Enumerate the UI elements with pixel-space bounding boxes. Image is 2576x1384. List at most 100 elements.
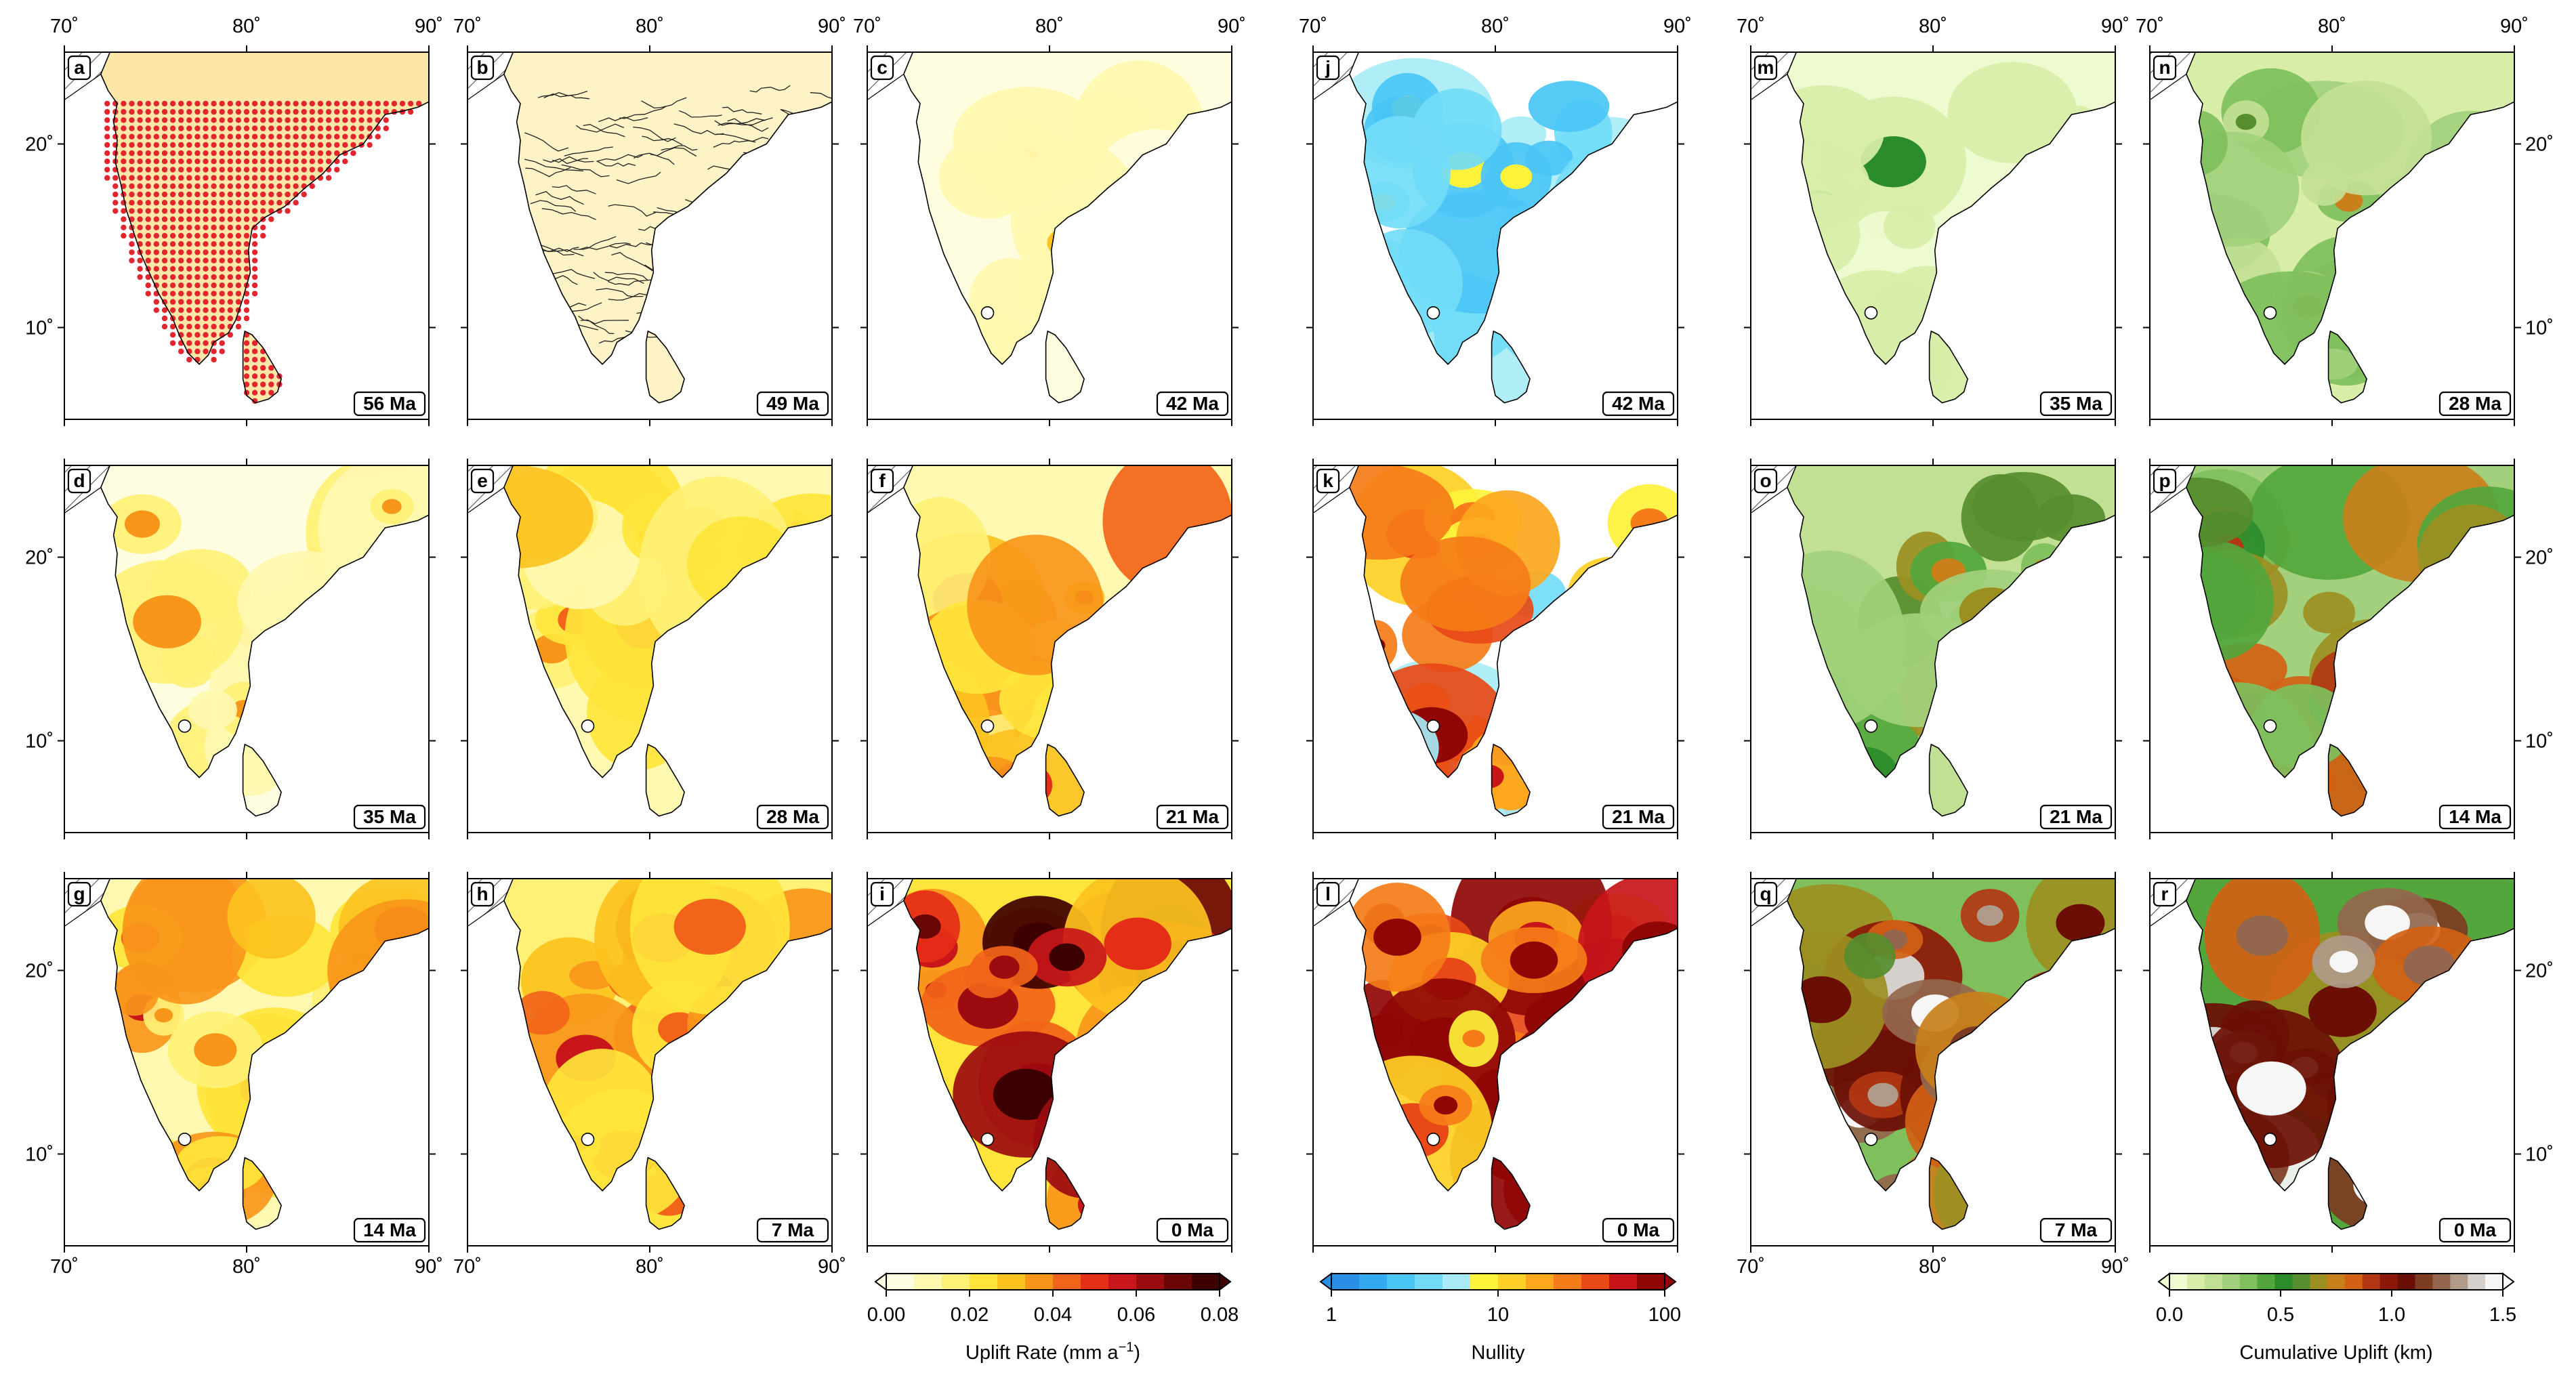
lon-tick-label: 90˚ bbox=[818, 16, 846, 37]
lon-tick-label: 70˚ bbox=[453, 16, 482, 37]
panel-letter-box bbox=[870, 468, 894, 494]
colorbar-swatch bbox=[942, 1274, 970, 1290]
lat-tick-label: 10˚ bbox=[25, 1144, 54, 1166]
coastline-sri-lanka bbox=[1045, 743, 1085, 817]
lon-tick-label: 80˚ bbox=[1919, 16, 1947, 37]
colorbar-swatch bbox=[2257, 1274, 2275, 1290]
colorbar-swatch bbox=[1442, 1274, 1471, 1290]
site-marker bbox=[1864, 1133, 1878, 1146]
lon-tick-label: 70˚ bbox=[1737, 1256, 1765, 1278]
colorbar-max-arrow bbox=[1664, 1272, 1677, 1291]
panel-letter: q bbox=[1760, 883, 1771, 904]
age-label-box bbox=[2438, 804, 2512, 830]
age-label-box bbox=[353, 804, 426, 830]
age-label-box bbox=[353, 1217, 426, 1243]
panel-letter-box bbox=[470, 468, 495, 494]
colorbar-swatch bbox=[1331, 1274, 1360, 1290]
age-label: 56 Ma bbox=[363, 393, 416, 414]
site-marker bbox=[1426, 1133, 1440, 1146]
panel-letter: p bbox=[2159, 470, 2170, 491]
lat-tick-label: 10˚ bbox=[2525, 731, 2554, 753]
panel-letter: f bbox=[879, 470, 886, 491]
lon-tick-label: 90˚ bbox=[415, 16, 443, 37]
panel-letter: c bbox=[877, 57, 888, 78]
panel-letter-box bbox=[1316, 468, 1340, 494]
colorbar-swatch bbox=[1415, 1274, 1443, 1290]
site-marker bbox=[1426, 306, 1440, 320]
coastline-sri-lanka bbox=[2327, 1156, 2367, 1230]
coastline-sri-lanka bbox=[2327, 330, 2367, 404]
lon-tick-label: 80˚ bbox=[232, 16, 261, 37]
coastline-sri-lanka bbox=[1045, 330, 1085, 404]
lon-tick-label: 80˚ bbox=[1481, 16, 1510, 37]
panel-letter: j bbox=[1325, 57, 1331, 78]
axis-labels: 70˚ 80˚ 90˚ 70˚ 80˚ 90˚ 70˚ 80˚ 90˚ 70˚ 80˚ 90˚ 70˚ 8… bbox=[25, 16, 2554, 1278]
age-label-box bbox=[1156, 804, 1229, 830]
age-label-box bbox=[756, 391, 829, 417]
map-panel-b: b 49 Ma bbox=[461, 45, 839, 426]
colorbar-swatch bbox=[2186, 1274, 2205, 1290]
colorbar-tick-label: 0.0 bbox=[2156, 1304, 2183, 1326]
panel-letter-box bbox=[67, 468, 91, 494]
panel-letter-box bbox=[1316, 55, 1340, 81]
lon-tick-label: 90˚ bbox=[1218, 16, 1246, 37]
colorbar-swatch bbox=[1053, 1274, 1081, 1290]
lat-tick-label: 10˚ bbox=[2525, 318, 2554, 339]
colorbar-swatch bbox=[1081, 1274, 1109, 1290]
lat-tick-label: 20˚ bbox=[25, 134, 54, 156]
age-label: 35 Ma bbox=[363, 806, 416, 827]
age-label: 42 Ma bbox=[1166, 393, 1219, 414]
panel-letter: b bbox=[476, 57, 488, 78]
panel-letter: n bbox=[2159, 57, 2170, 78]
colorbar-tick-label: 0.00 bbox=[867, 1304, 905, 1326]
map-panel-e: e 28 Ma bbox=[461, 459, 839, 839]
map-panel-o: o 21 Ma bbox=[1744, 459, 2122, 839]
lon-tick-label: 80˚ bbox=[636, 16, 664, 37]
map-panel-c: c 42 Ma bbox=[860, 45, 1239, 426]
site-marker bbox=[980, 1133, 995, 1146]
site-marker bbox=[178, 719, 192, 733]
colorbar-swatch bbox=[2397, 1274, 2416, 1290]
age-label-box bbox=[1156, 391, 1229, 417]
age-label: 14 Ma bbox=[2449, 806, 2501, 827]
colorbar-title: Uplift Rate (mm a−1) bbox=[965, 1340, 1140, 1364]
colorbar-min-arrow bbox=[874, 1272, 887, 1291]
map-panel-r: r 0 Ma bbox=[2143, 872, 2521, 1253]
age-label-box bbox=[2438, 1217, 2512, 1243]
colorbar-swatch bbox=[1470, 1274, 1499, 1290]
panel-letter-box bbox=[2153, 55, 2177, 81]
colorbar-swatch bbox=[1609, 1274, 1638, 1290]
lon-tick-label: 90˚ bbox=[818, 1256, 846, 1278]
colorbar-title: Cumulative Uplift (km) bbox=[2239, 1342, 2432, 1364]
panel-letter: a bbox=[74, 57, 85, 78]
colorbar-min-arrow bbox=[1319, 1272, 1332, 1291]
site-marker bbox=[2263, 306, 2277, 320]
lon-tick-label: 80˚ bbox=[636, 1256, 664, 1278]
coastline-sri-lanka bbox=[1928, 743, 1968, 817]
colorbar-swatch bbox=[1136, 1274, 1165, 1290]
colorbar-swatch bbox=[2432, 1274, 2451, 1290]
lon-tick-label: 90˚ bbox=[2101, 1256, 2130, 1278]
map-panel-k: k 21 Ma bbox=[1306, 459, 1684, 839]
age-label-box bbox=[1602, 1217, 1675, 1243]
colorbar-swatch bbox=[2292, 1274, 2310, 1290]
colorbar-swatch bbox=[2344, 1274, 2363, 1290]
lon-tick-label: 90˚ bbox=[2101, 16, 2130, 37]
panel-letter-box bbox=[470, 55, 495, 81]
colorbar-tick-label: 10 bbox=[1487, 1304, 1509, 1326]
site-marker bbox=[980, 719, 995, 733]
lat-tick-label: 10˚ bbox=[25, 318, 54, 339]
age-label-box bbox=[2039, 1217, 2113, 1243]
age-label: 35 Ma bbox=[2050, 393, 2102, 414]
map-panel-a: a 56 Ma bbox=[58, 45, 436, 426]
panel-letter-box bbox=[67, 881, 91, 907]
site-marker bbox=[1864, 719, 1878, 733]
age-label-box bbox=[353, 391, 426, 417]
lon-tick-label: 70˚ bbox=[453, 1256, 482, 1278]
age-label: 0 Ma bbox=[1171, 1219, 1214, 1240]
colorbar-tick-label: 0.08 bbox=[1201, 1304, 1239, 1326]
lat-tick-label: 10˚ bbox=[25, 731, 54, 753]
colorbar-tick-label: 100 bbox=[1648, 1304, 1681, 1326]
